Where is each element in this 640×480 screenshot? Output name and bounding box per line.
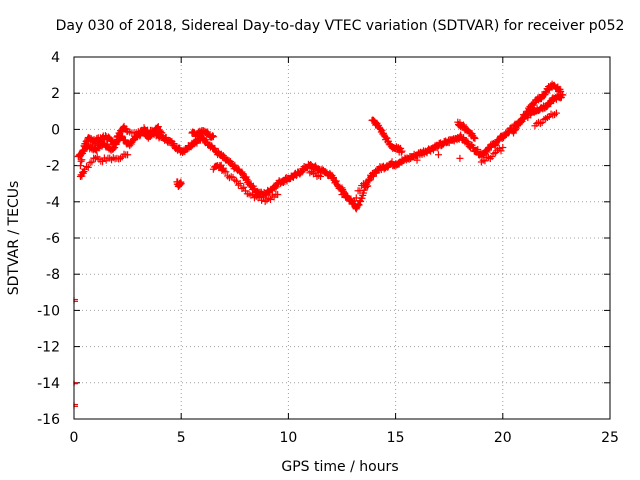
data-point [177, 180, 185, 188]
grid [74, 57, 610, 419]
data-point [222, 168, 230, 176]
data-point [499, 144, 507, 151]
data-point [272, 183, 280, 191]
y-tick-label: -12 [37, 340, 60, 356]
data-point [541, 91, 549, 99]
data-point [357, 198, 365, 206]
data-point [547, 100, 555, 108]
data-point [158, 129, 166, 137]
y-tick-label: -4 [46, 195, 60, 211]
data-point [187, 143, 195, 151]
data-point [267, 196, 275, 204]
data-point [233, 177, 241, 185]
x-tick-label: 15 [387, 430, 405, 446]
data-point [338, 184, 346, 192]
data-point [352, 205, 360, 213]
x-tick-label: 0 [70, 430, 79, 446]
data-point [114, 133, 122, 141]
data-point [209, 132, 217, 140]
data-point [370, 169, 378, 177]
data-point [557, 87, 565, 95]
y-tick-label: -2 [46, 159, 60, 175]
data-point [237, 169, 245, 177]
data-point [356, 187, 364, 195]
data-point [434, 151, 442, 159]
data-point [470, 133, 478, 141]
data-point [398, 147, 406, 155]
y-tick-label: -10 [37, 303, 60, 319]
data-point [552, 109, 560, 117]
data-point [469, 143, 477, 151]
x-axis-title: GPS time / hours [281, 459, 398, 475]
data-point [473, 147, 481, 155]
y-tick-label: 2 [51, 86, 60, 102]
data-point [322, 168, 330, 176]
x-tick-label: 25 [601, 430, 619, 446]
data-point [332, 177, 340, 185]
data-point [474, 145, 482, 153]
data-point [397, 148, 405, 156]
data-point [352, 194, 360, 202]
y-tick-label: -8 [46, 267, 60, 283]
data-point [79, 149, 87, 157]
data-point [124, 151, 132, 159]
y-tick-label: -6 [46, 231, 60, 247]
data-point [238, 168, 246, 176]
data-point [340, 190, 348, 198]
plot-frame [73, 56, 611, 420]
data-point [239, 170, 247, 178]
data-point [236, 179, 244, 187]
data-point [79, 146, 87, 154]
data-point [378, 126, 386, 134]
data-point [274, 191, 282, 199]
data-points [73, 80, 567, 409]
data-point [154, 123, 162, 131]
data-point [459, 121, 467, 129]
data-point [365, 176, 373, 184]
data-point [170, 140, 178, 148]
data-point [209, 133, 217, 141]
data-point [355, 201, 363, 209]
data-point [471, 134, 479, 142]
y-tick-label: -14 [37, 376, 60, 392]
y-tick-label: 0 [51, 122, 60, 138]
data-point [317, 172, 325, 180]
data-point [259, 193, 267, 201]
data-point [127, 140, 135, 148]
x-tick-label: 5 [177, 430, 186, 446]
chart-title: Day 030 of 2018, Sidereal Day-to-day VTE… [56, 18, 625, 34]
data-point [240, 183, 248, 191]
data-point [249, 182, 257, 190]
y-tick-label: 4 [51, 50, 60, 66]
x-tick-label: 10 [279, 430, 297, 446]
x-tick-label: 20 [494, 430, 512, 446]
data-point [354, 202, 362, 210]
data-point [369, 116, 377, 124]
data-point [91, 145, 99, 153]
data-point [456, 154, 464, 162]
y-tick-label: -16 [37, 412, 60, 428]
data-point [84, 163, 92, 171]
data-point [76, 162, 84, 170]
data-point [413, 156, 421, 164]
data-point [512, 126, 520, 134]
data-point [78, 156, 86, 164]
data-point [112, 138, 120, 146]
data-point [154, 124, 162, 132]
y-axis-title: SDTVAR / TECUs [6, 181, 22, 296]
data-point [77, 157, 85, 165]
data-point [559, 91, 567, 99]
data-point [243, 175, 251, 183]
data-point [88, 158, 96, 166]
data-point [111, 140, 119, 148]
